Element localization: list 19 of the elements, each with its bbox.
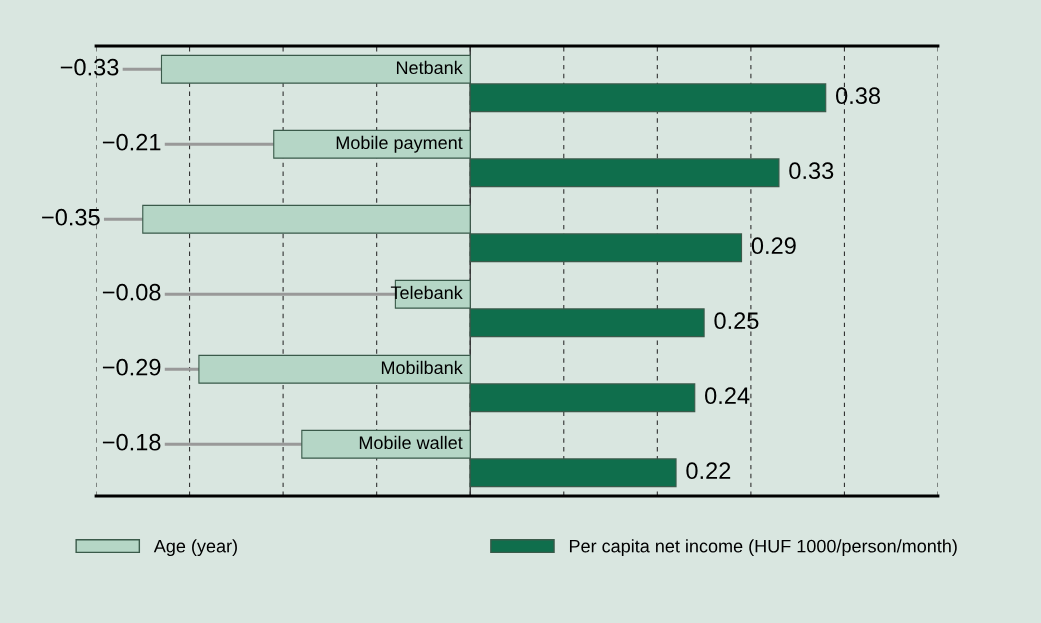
legend-label: Per capita net income (HUF 1000/person/month) [569, 539, 957, 557]
data-label: 0.29 [751, 237, 796, 255]
y-tick-label: Mobile wallet [359, 435, 463, 450]
data-label: −0.08 [102, 283, 161, 301]
data-label: −0.29 [102, 358, 161, 376]
data-label: −0.21 [102, 133, 161, 151]
y-tick-label: Mobilbank [381, 360, 463, 375]
data-label: 0.33 [789, 162, 834, 180]
data-label: 0.24 [705, 387, 750, 405]
data-label: −0.33 [60, 58, 119, 76]
data-label: −0.18 [102, 433, 161, 451]
legend-label: Age (year) [153, 539, 237, 557]
data-label: 0.25 [714, 312, 759, 330]
y-tick-label: Netbank [396, 60, 463, 75]
y-tick-label: Telebank [390, 285, 463, 300]
data-label: 0.22 [686, 462, 731, 480]
data-label: −0.35 [42, 208, 100, 226]
y-tick-label: Mobile payment [336, 135, 463, 153]
data-label: 0.38 [836, 87, 881, 105]
